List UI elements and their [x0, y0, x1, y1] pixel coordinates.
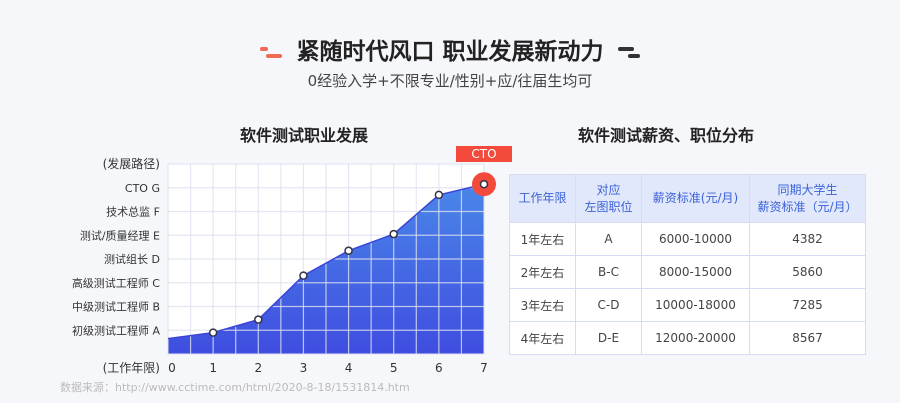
- y-tick-label: 初级测试工程师 A: [72, 323, 160, 337]
- x-tick-label: 7: [480, 361, 488, 375]
- table-header: 对应 左图职位: [575, 174, 642, 223]
- y-tick-label: 测试组长 D: [104, 252, 160, 266]
- table-cell: 7285: [749, 288, 866, 322]
- data-point: [434, 190, 444, 200]
- y-tick-label: CTO G: [125, 182, 160, 195]
- x-tick-label: 1: [209, 361, 217, 375]
- x-tick-label: 4: [345, 361, 353, 375]
- table-cell: 4382: [749, 222, 866, 256]
- x-tick-label: 5: [390, 361, 398, 375]
- table-cell: D-E: [575, 321, 642, 355]
- table-cell: 12000-20000: [641, 321, 750, 355]
- y-tick-label: 技术总监 F: [106, 205, 160, 219]
- table-cell: 4年左右: [509, 321, 576, 355]
- table-cell: C-D: [575, 288, 642, 322]
- y-tick-label: 测试/质量经理 E: [80, 229, 160, 242]
- x-tick-label: 3: [300, 361, 308, 375]
- x-tick-label: 2: [254, 361, 262, 375]
- data-source: 数据来源：http://www.cctime.com/html/2020-8-1…: [60, 381, 410, 394]
- table-cell: 3年左右: [509, 288, 576, 322]
- table-header: 工作年限: [509, 174, 576, 223]
- table-row: 4年左右 D-E 12000-20000 8567: [509, 321, 866, 355]
- table-cell: 8567: [749, 321, 866, 355]
- data-point: [208, 328, 218, 337]
- data-point: [479, 179, 489, 189]
- chart-title: 软件测试职业发展: [240, 126, 369, 145]
- table-cell: 10000-18000: [641, 288, 750, 322]
- page-title: 紧随时代风口 职业发展新动力: [0, 32, 900, 66]
- table-row: 3年左右 C-D 10000-18000 7285: [509, 288, 866, 322]
- cto-annotation-label: CTO: [471, 147, 496, 161]
- table-cell: A: [575, 222, 642, 256]
- data-point: [254, 315, 263, 324]
- table-cell: 1年左右: [509, 222, 576, 256]
- table-cell: 8000-15000: [641, 255, 750, 289]
- table-row: 1年左右 A 6000-10000 4382: [509, 222, 866, 256]
- table-cell: B-C: [575, 255, 642, 289]
- data-point: [299, 271, 308, 280]
- table-header: 同期大学生 薪资标准（元/月）: [749, 174, 866, 223]
- x-tick-label: 6: [435, 361, 443, 375]
- page-subtitle: 0经验入学+不限专业/性别+应/往届生均可: [307, 72, 593, 90]
- title-decoration-right: [617, 46, 640, 58]
- x-axis-label: (工作年限): [103, 361, 160, 375]
- y-axis-label: (发展路径): [103, 156, 160, 171]
- table-cell: 6000-10000: [641, 222, 750, 256]
- table-cell: 2年左右: [509, 255, 576, 289]
- cto-annotation-box: [456, 146, 512, 162]
- x-tick-label: 0: [168, 361, 176, 375]
- title-decoration-left: [260, 46, 283, 58]
- table-header: 薪资标准(元/月): [641, 174, 750, 223]
- data-point: [344, 246, 353, 255]
- series-line: [167, 183, 485, 340]
- table-row: 2年左右 B-C 8000-15000 5860: [509, 255, 866, 289]
- y-tick-label: 中级测试工程师 B: [72, 301, 160, 314]
- data-point: [389, 229, 398, 239]
- table-cell: 5860: [749, 255, 866, 289]
- y-tick-label: 高级测试工程师 C: [72, 276, 160, 290]
- table-title: 软件测试薪资、职位分布: [578, 126, 755, 145]
- salary-table: 工作年限 对应 左图职位 薪资标准(元/月) 同期大学生 薪资标准（元/月） 1年左右 A 6…: [509, 174, 866, 355]
